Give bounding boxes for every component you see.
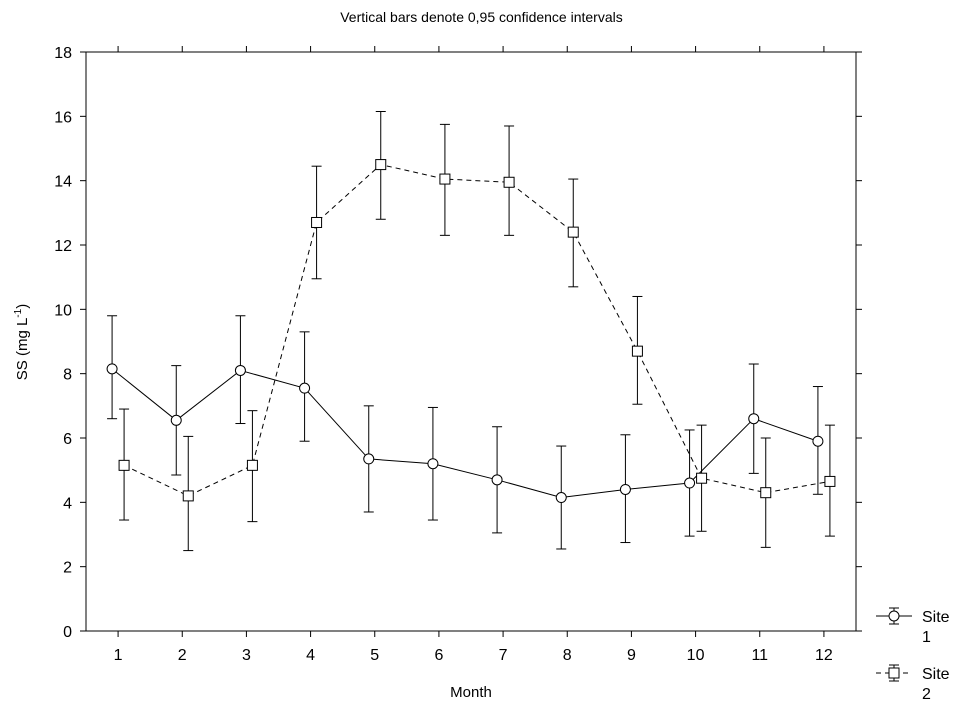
- y-axis-label: SS (mg L-1): [13, 304, 31, 380]
- data-point-circle: [555, 492, 567, 504]
- y-tick-label: 10: [54, 302, 72, 319]
- x-tick-label: 6: [434, 647, 443, 664]
- data-point-circle: [234, 364, 246, 376]
- data-point-square: [760, 487, 772, 499]
- x-axis-label: Month: [450, 684, 492, 701]
- x-tick-label: 8: [563, 647, 572, 664]
- y-tick-label: 18: [54, 45, 72, 62]
- data-point-circle: [491, 474, 503, 486]
- legend-label-1: 1: [922, 629, 931, 646]
- y-tick-label: 2: [63, 560, 72, 577]
- data-point-circle: [748, 413, 760, 425]
- data-point-circle: [684, 477, 696, 489]
- data-point-square: [182, 490, 194, 502]
- legend-marker-square: [888, 667, 900, 679]
- y-axis-label-close: ): [14, 303, 31, 309]
- plot-frame: [85, 51, 857, 632]
- data-point-square: [567, 226, 579, 238]
- data-point-square: [696, 472, 708, 484]
- chart-title: Vertical bars denote 0,95 confidence int…: [340, 9, 623, 25]
- y-tick-label: 12: [54, 238, 72, 255]
- data-point-circle: [170, 414, 182, 426]
- y-tick-label: 14: [54, 174, 72, 191]
- y-tick-label: 4: [63, 495, 72, 512]
- legend-label-2: Site: [922, 666, 950, 683]
- x-tick-label: 12: [815, 647, 833, 664]
- data-point-square: [439, 173, 451, 185]
- legend-label-2: 2: [922, 686, 931, 703]
- legend-label-1: Site: [922, 609, 950, 626]
- data-point-circle: [812, 435, 824, 447]
- x-tick-label: 9: [627, 647, 636, 664]
- data-point-square: [311, 216, 323, 228]
- legend-marker-circle: [888, 610, 900, 622]
- x-tick-label: 4: [306, 647, 315, 664]
- data-point-circle: [619, 483, 631, 495]
- data-point-circle: [427, 458, 439, 470]
- data-point-square: [824, 475, 836, 487]
- data-point-square: [375, 159, 387, 171]
- y-tick-label: 0: [63, 624, 72, 641]
- data-point-square: [246, 459, 258, 471]
- series-line-1: [111, 368, 819, 499]
- data-point-circle: [299, 382, 311, 394]
- y-tick-label: 6: [63, 431, 72, 448]
- data-point-circle: [106, 363, 118, 375]
- y-tick-label: 8: [63, 367, 72, 384]
- x-tick-label: 3: [242, 647, 251, 664]
- data-point-circle: [363, 453, 375, 465]
- x-tick-label: 10: [687, 647, 705, 664]
- series-line-2: [123, 164, 831, 497]
- x-tick-label: 1: [114, 647, 123, 664]
- x-tick-label: 2: [178, 647, 187, 664]
- x-tick-label: 11: [751, 647, 768, 664]
- x-tick-label: 7: [499, 647, 508, 664]
- y-axis-label-exponent: -1: [13, 308, 24, 318]
- y-tick-label: 16: [54, 109, 72, 126]
- x-tick-label: 5: [370, 647, 379, 664]
- data-point-square: [118, 459, 130, 471]
- y-axis-label-base: SS (mg L: [14, 317, 31, 381]
- data-point-square: [631, 345, 643, 357]
- data-point-square: [503, 176, 515, 188]
